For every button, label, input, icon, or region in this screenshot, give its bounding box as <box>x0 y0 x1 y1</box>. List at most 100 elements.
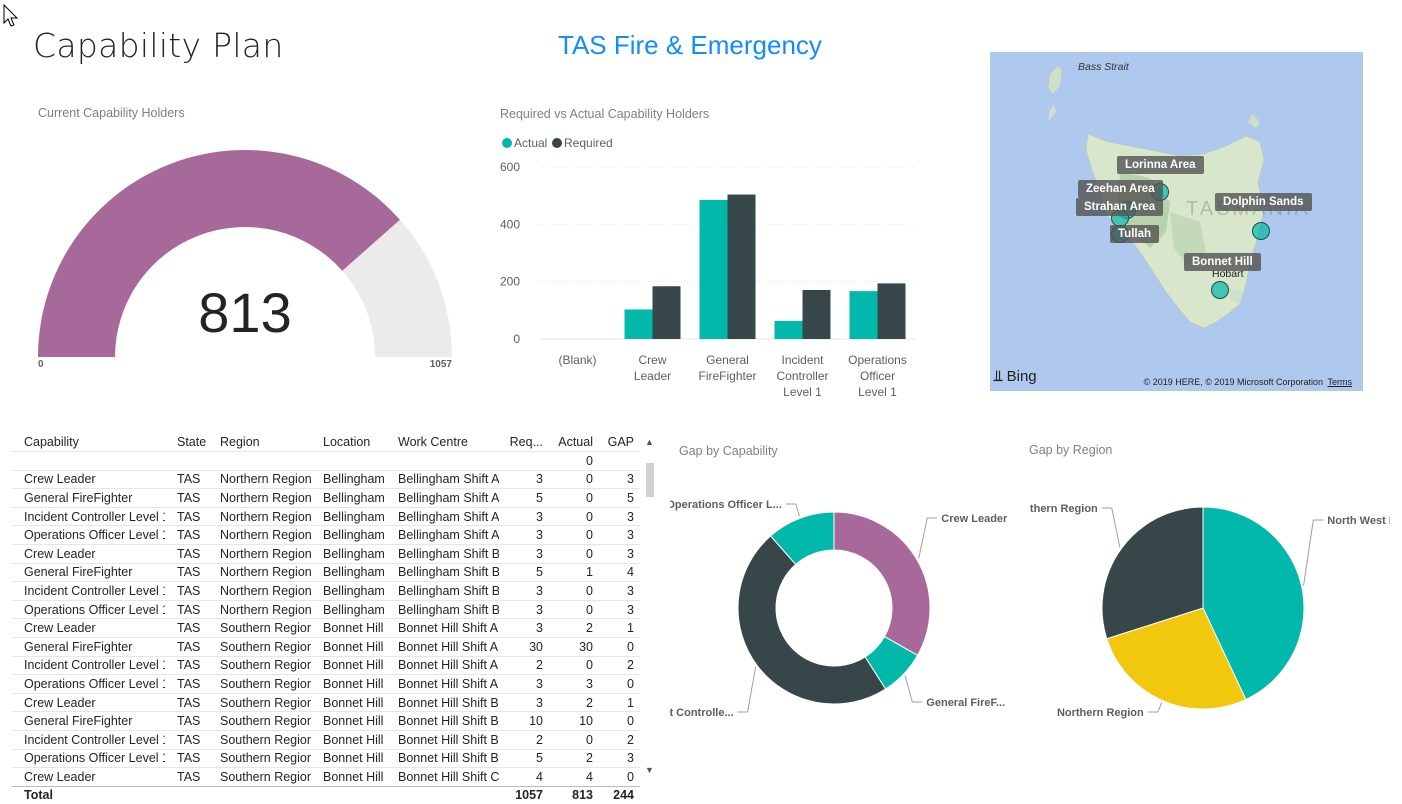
column-header-work-centre[interactable]: Work Centre <box>398 435 468 449</box>
cell-state <box>165 451 208 471</box>
table-row[interactable]: Crew Leader TAS Southern Region Bonnet Hill… <box>12 618 640 638</box>
table-row[interactable]: General FireFighter TAS Southern Region Bon… <box>12 636 640 657</box>
gauge-chart[interactable]: 813 0 1057 <box>30 135 460 380</box>
bar-actual[interactable] <box>774 320 803 339</box>
cell-gap: 3 <box>599 525 640 545</box>
cell-region: Southern Region <box>208 729 311 749</box>
cell-capability: Incident Controller Level 1 <box>12 506 165 526</box>
bar-required[interactable] <box>652 286 681 339</box>
legend-actual-label[interactable]: Actual <box>514 136 547 150</box>
cell-capability: Incident Controller Level 1 <box>12 655 165 675</box>
table-row[interactable]: General FireFighter TAS Northern Region Bel… <box>12 488 640 508</box>
map-label-bonnet-hill[interactable]: Bonnet Hill <box>1184 253 1261 271</box>
legend-required-marker <box>552 138 562 148</box>
bar-required[interactable] <box>802 289 831 339</box>
required-vs-actual-bar-chart[interactable]: Actual Required 0 200 400 600 (Blank) Crew Le… <box>495 130 925 410</box>
cell-location: Bellingham <box>311 525 386 545</box>
cell-actual: 0 <box>549 488 599 508</box>
table-row[interactable]: Incident Controller Level 1 TAS Southern R… <box>12 655 640 675</box>
cell-work-centre: Bonnet Hill Shift B <box>386 711 499 731</box>
pie-slice[interactable] <box>1202 506 1305 701</box>
cell-gap: 4 <box>599 562 640 582</box>
bing-logo: ⫫ Bing <box>994 368 1037 385</box>
table-row[interactable]: Crew Leader TAS Southern Region Bonnet Hill… <box>12 692 640 712</box>
map-marker[interactable] <box>1211 281 1229 299</box>
legend-required-label[interactable]: Required <box>564 136 613 150</box>
map-label-zeehan[interactable]: Zeehan Area <box>1078 180 1163 198</box>
column-header-region[interactable]: Region <box>220 435 260 449</box>
gap-by-region-pie[interactable]: North West Re... Northern Region Southern … <box>1030 480 1390 740</box>
cell-capability: General FireFighter <box>12 636 165 657</box>
cell-gap: 0 <box>599 636 640 657</box>
gauge-fill[interactable] <box>38 149 400 357</box>
cell-actual: 0 <box>549 525 599 545</box>
table-row[interactable]: Crew Leader TAS Northern Region Bellingham B… <box>12 543 640 564</box>
tasmania-map[interactable]: Bass Strait TASMANIA Hobart Lorinna Area… <box>990 52 1363 391</box>
gap-by-region-title: Gap by Region <box>1029 443 1113 457</box>
column-header-gap[interactable]: GAP <box>607 435 634 449</box>
gauge-title: Current Capability Holders <box>38 106 185 120</box>
cell-required: 10 <box>499 711 549 731</box>
y-tick-label: 200 <box>500 275 520 289</box>
table-row[interactable]: Operations Officer Level 1 TAS Northern Re… <box>12 599 640 619</box>
scroll-thumb[interactable] <box>646 463 654 497</box>
table-row[interactable]: Incident Controller Level 1 TAS Northern R… <box>12 506 640 526</box>
legend-actual-marker <box>502 138 512 148</box>
pie-slice[interactable] <box>1101 506 1204 640</box>
table-row[interactable]: Crew Leader TAS Northern Region Bellingham B… <box>12 469 640 489</box>
scroll-down-icon[interactable]: ▼ <box>645 765 654 775</box>
x-category-label: Leader <box>634 369 671 383</box>
bar-required[interactable] <box>877 283 906 339</box>
capability-table[interactable]: Capability State Region Location Work Ce… <box>12 433 656 804</box>
cell-gap: 1 <box>599 618 640 638</box>
map-label-tullah[interactable]: Tullah <box>1110 225 1160 243</box>
cell-state: TAS <box>165 692 208 712</box>
gap-by-capability-donut[interactable]: Crew Leader General FireF... Incident Cont… <box>670 480 1010 740</box>
cell-location <box>311 785 386 804</box>
cell-gap: 3 <box>599 543 640 564</box>
table-row[interactable]: Incident Controller Level 1 TAS Southern R… <box>12 729 640 749</box>
bar-actual[interactable] <box>624 309 653 339</box>
map-terms-link[interactable]: Terms <box>1327 377 1353 387</box>
bar-actual[interactable] <box>849 291 878 339</box>
map-label-lorinna[interactable]: Lorinna Area <box>1117 156 1204 174</box>
pie-slice[interactable] <box>833 511 931 656</box>
table-row[interactable]: Crew Leader TAS Southern Region Bonnet Hill… <box>12 767 640 787</box>
cell-required: 2 <box>499 729 549 749</box>
column-header-state[interactable]: State <box>177 435 207 449</box>
cell-actual: 0 <box>549 506 599 526</box>
column-header-capability[interactable]: Capability <box>24 435 79 449</box>
table-row[interactable]: General FireFighter TAS Southern Region Bon… <box>12 711 640 731</box>
pie-slice[interactable] <box>769 511 835 566</box>
column-header-required[interactable]: Req... <box>509 435 543 449</box>
column-header-location[interactable]: Location <box>323 435 371 449</box>
cell-region: Southern Region <box>208 711 311 731</box>
cell-location: Bonnet Hill <box>311 711 386 731</box>
bar-actual[interactable] <box>699 199 728 339</box>
table-row[interactable]: Operations Officer Level 1 TAS Northern Re… <box>12 525 640 545</box>
pie-slice[interactable] <box>1106 607 1247 710</box>
table-row[interactable]: General FireFighter TAS Northern Region Bel… <box>12 562 640 582</box>
cell-work-centre: Bonnet Hill Shift C <box>386 767 499 787</box>
table-row-blank[interactable]: 0 <box>12 451 640 471</box>
cell-gap: 2 <box>599 655 640 675</box>
cell-capability: Crew Leader <box>12 543 165 564</box>
column-header-actual[interactable]: Actual <box>558 435 593 449</box>
cell-location <box>311 451 386 471</box>
table-total-row[interactable]: Total 1057 813 244 <box>12 785 640 804</box>
map-marker[interactable] <box>1252 222 1270 240</box>
bar-required[interactable] <box>727 194 756 339</box>
table-row[interactable]: Operations Officer Level 1 TAS Southern Re… <box>12 748 640 768</box>
cell-capability: General FireFighter <box>12 488 165 508</box>
cell-actual: 3 <box>549 674 599 694</box>
cell-actual: 4 <box>549 767 599 787</box>
cell-state: TAS <box>165 543 208 564</box>
table-row[interactable]: Incident Controller Level 1 TAS Northern R… <box>12 581 640 601</box>
scroll-up-icon[interactable]: ▲ <box>645 437 654 447</box>
table-row[interactable]: Operations Officer Level 1 TAS Southern Re… <box>12 674 640 694</box>
cell-capability: Total <box>12 785 165 804</box>
map-label-dolphin-sands[interactable]: Dolphin Sands <box>1215 193 1312 211</box>
table-scrollbar[interactable]: ▲ ▼ <box>644 433 656 788</box>
map-label-strahan[interactable]: Strahan Area <box>1076 198 1164 216</box>
pie-slice[interactable] <box>737 535 887 705</box>
